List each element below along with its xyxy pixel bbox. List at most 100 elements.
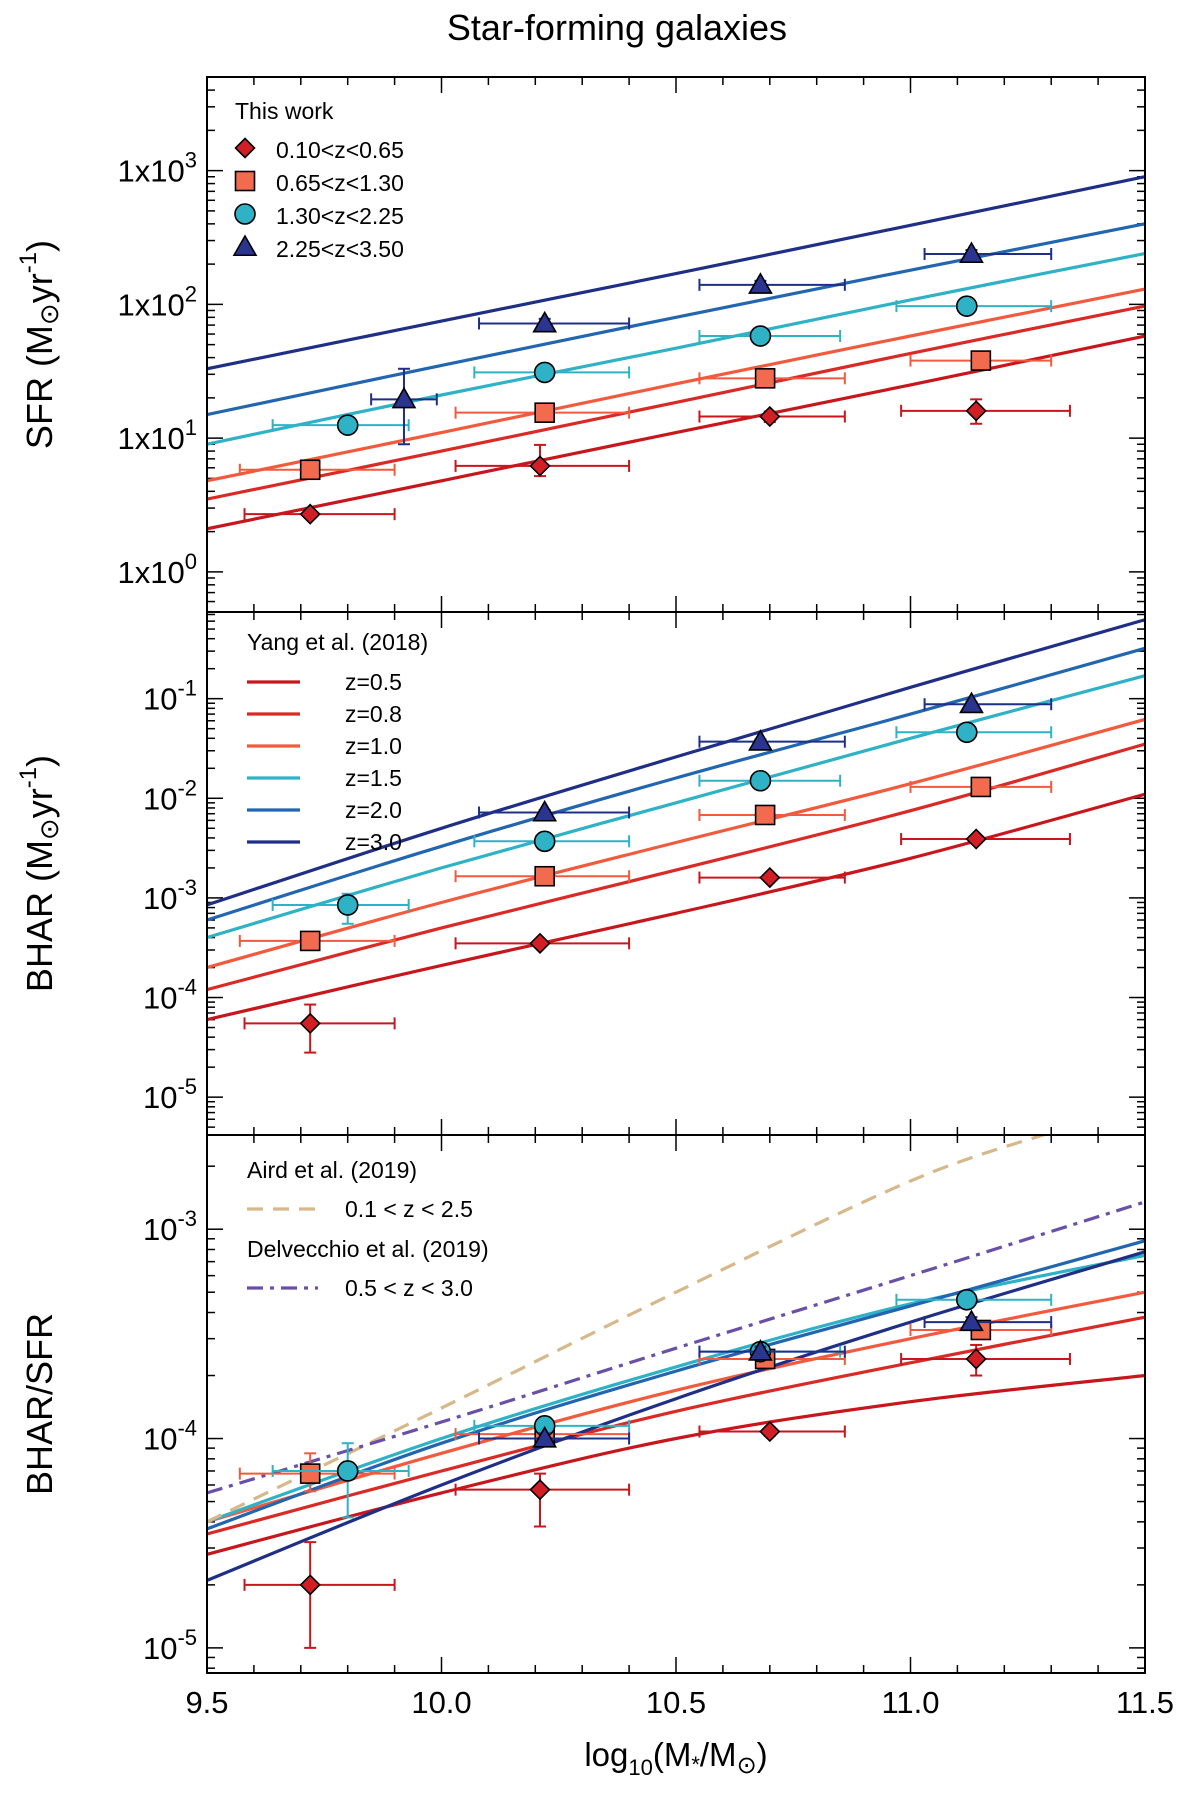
data-point [391,386,417,409]
legend-label: 0.10<z<0.65 [276,137,404,163]
model-line [207,717,1145,970]
panel-top: 1x100 1x101 1x102 1x103 SFR (M⊙yr-1) This wor… [15,76,1146,613]
data-point [532,799,558,822]
legend-bottom: Aird et al. (2019) 0.1 < z < 2.5 Delvecchi… [247,1157,489,1301]
data-point [749,769,772,792]
data-point [754,368,776,389]
y-tick-label: 10-5 [143,1074,197,1115]
y-axis-label: SFR (M⊙yr-1) [15,240,64,449]
data-point [299,1574,321,1596]
x-tick-label: 9.5 [185,1685,228,1720]
legend-marker [234,137,256,159]
data-point [965,1348,987,1370]
data-point [336,414,359,436]
model-lines-top [207,175,1145,531]
data-point [965,400,987,422]
legend-label: 0.65<z<1.30 [276,170,404,196]
y-tick-label: 10-3 [143,1206,197,1247]
data-point [955,721,978,744]
model-line [207,674,1145,940]
y-tick-label: 10-1 [143,676,197,717]
y-tick-label: 10-4 [143,975,197,1016]
legend-label: 2.25<z<3.50 [276,236,404,262]
data-point [532,1425,558,1448]
data-point [336,1460,359,1482]
legend-marker [234,203,256,225]
y-tick-label: 10-4 [143,1416,197,1457]
y-ticks-top [207,76,1145,603]
model-line [207,1373,1145,1556]
data-point [759,405,781,428]
legend-middle: Yang et al. (2018) z=0.5 z=0.8 z=1.0 z=1.5 z=… [247,629,428,855]
model-line [207,618,1145,907]
model-line [207,334,1145,531]
panels: 1x100 1x101 1x102 1x103 SFR (M⊙yr-1) This wor… [15,76,1174,1720]
model-line [207,1250,1145,1582]
model-line [207,742,1145,992]
data-point [965,828,987,850]
y-tick-label: 1x101 [118,415,197,456]
y-tick-label: 10-2 [143,775,197,816]
x-tick-label: 10.0 [411,1685,471,1720]
data-point [299,1012,321,1035]
data-point [533,361,556,384]
series-diamond [243,1343,1071,1649]
x-axis-title: log10(M*/M⊙) [584,1736,767,1780]
legend-title: Yang et al. (2018) [247,629,428,655]
y-tick-label: 1x100 [118,549,197,590]
legend-label: z=3.0 [345,829,402,855]
data-point [748,729,773,751]
data-point [959,241,984,264]
data-point [336,894,359,916]
y-tick-label: 1x103 [118,148,197,189]
data-point [970,350,992,371]
panel-bottom: 10-5 10-4 10-3 BHAR/SFR Aird et al. (2019) 0.… [19,1134,1174,1720]
data-point [759,866,781,889]
model-line [207,175,1145,371]
model-line [207,287,1145,483]
y-tick-label: 10-3 [143,875,197,916]
data-point [955,295,978,317]
model-lines-bottom [207,1135,1145,1582]
data-point [534,865,555,887]
series-square [238,350,1053,481]
y-axis-label: BHAR (M⊙yr-1) [15,755,64,992]
data-point [955,1289,978,1311]
series-triangle [370,241,1053,446]
data-point [959,691,984,714]
legend-label: z=1.5 [345,765,402,791]
model-line [207,304,1145,501]
legend-title: This work [235,98,334,124]
model-line [207,792,1145,1022]
legend-label: z=0.8 [345,701,402,727]
y-axis-label: BHAR/SFR [19,1313,60,1495]
model-line [207,646,1145,922]
legend-title: Delvecchio et al. (2019) [247,1236,489,1262]
y-tick-label: 10-5 [143,1625,197,1666]
data-point [959,1309,984,1332]
data-point [748,272,773,294]
series-circle [271,721,1053,925]
data-point [533,830,556,853]
data-point [529,455,551,477]
figure-title: Star-forming galaxies [447,7,787,48]
data-point [749,325,772,347]
data-point [970,776,992,798]
x-tick-label: 11.0 [881,1685,939,1720]
data-point [529,932,551,954]
legend-label: z=2.0 [345,797,402,823]
data-point [534,402,555,423]
data-point [748,1339,773,1361]
model-line [207,1253,1145,1524]
legend-label: z=0.5 [345,669,402,695]
series-circle [271,295,1053,436]
legend-marker [232,234,258,257]
model-lines-middle [207,618,1145,1022]
model-line [207,1315,1145,1536]
series-square [238,776,1053,952]
data-point [532,310,558,333]
data-point [299,1463,321,1484]
data-point [759,1420,781,1443]
series-triangle [478,1309,1053,1448]
